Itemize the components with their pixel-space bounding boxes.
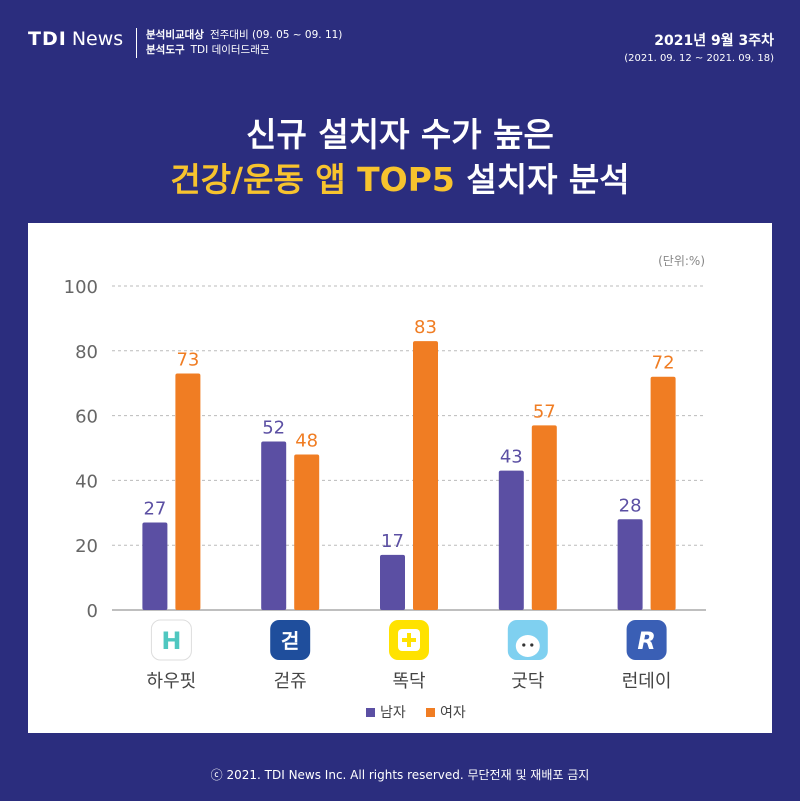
page-title-line2: 건강/운동 앱 TOP5 설치자 분석 [0,153,800,201]
howfit-glyph: H [161,627,181,655]
category-label: 굿닥 [511,671,544,692]
legend-swatch [426,708,435,717]
data-label: 27 [143,499,166,520]
data-label: 57 [533,401,556,422]
goodoc-face [515,635,540,657]
bar-male [380,554,405,610]
bar-male [261,441,287,610]
bar-female [413,341,438,610]
category-label: 런데이 [622,671,672,692]
category-label: 하우핏 [147,671,197,692]
y-tick-label: 0 [87,601,98,622]
y-tick-label: 80 [75,342,98,363]
legend-swatch [366,708,375,717]
data-label: 43 [500,447,523,468]
bar-chart: (단위:%) 0 20 40 60 80 100 27 73 H 하우핏 52 48 걷걷쥬 17 83 똑닥 4… [64,254,706,721]
analysis-meta: 분석비교대상 전주대비 (09. 05 ~ 09. 11) 분석도구 TDI 데이터… [146,28,342,58]
category-label: 걷쥬 [274,671,307,692]
title-rest: 설치자 분석 [454,160,630,199]
page-title-line1: 신규 설치자 수가 높은 [246,115,554,154]
data-label: 72 [652,353,675,374]
week-info: 2021년 9월 3주차 (2021. 09. 12 ~ 2021. 09. 1… [624,30,774,64]
runday-glyph: R [637,627,655,655]
compare-label: 분석비교대상 [146,29,204,41]
y-tick-label: 100 [64,277,98,298]
data-label: 83 [414,317,437,338]
legend-label: 여자 [440,705,466,721]
title-highlight: 건강/운동 앱 TOP5 [170,160,455,199]
runday-app-icon [626,620,667,660]
data-label: 73 [176,349,199,370]
category-label: 똑닥 [392,671,425,692]
bar-male [142,522,168,610]
week-title: 2021년 9월 3주차 [654,33,774,49]
y-tick-label: 20 [75,536,98,557]
goodoc-eye [522,643,526,647]
unit-label: (단위:%) [658,254,705,268]
howfit-app-icon [150,619,192,661]
goodoc-eye [530,643,534,647]
tdi-news-logo: TDI News [28,28,123,50]
logo-news: News [71,28,124,50]
legend-label: 남자 [380,705,406,721]
data-label: 17 [381,531,404,552]
data-label: 48 [295,430,318,451]
tool-label: 분석도구 [146,44,185,56]
copyright-footer: ⓒ 2021. TDI News Inc. All rights reserve… [210,768,590,782]
compare-value: 전주대비 (09. 05 ~ 09. 11) [209,29,343,41]
bar-male [498,470,524,610]
data-label: 28 [619,495,642,516]
data-label: 52 [262,418,285,439]
y-tick-label: 60 [75,407,98,428]
header: TDI News 분석비교대상 전주대비 (09. 05 ~ 09. 11) 분석… [0,0,800,80]
bar-female [175,373,201,610]
bar-female [650,376,676,610]
ddoktak-plus-h [402,638,416,642]
bar-female [294,454,320,610]
tool-value: TDI 데이터드래곤 [190,44,270,56]
geotjyu-glyph: 걷 [281,629,299,653]
logo-mark: TDI [28,28,67,50]
bar-male [617,519,643,610]
logo-divider [136,28,137,58]
bar-female [531,425,557,610]
y-tick-label: 40 [75,471,98,492]
week-range: (2021. 09. 12 ~ 2021. 09. 18) [624,53,774,64]
geotjyu-app-icon [270,620,311,660]
